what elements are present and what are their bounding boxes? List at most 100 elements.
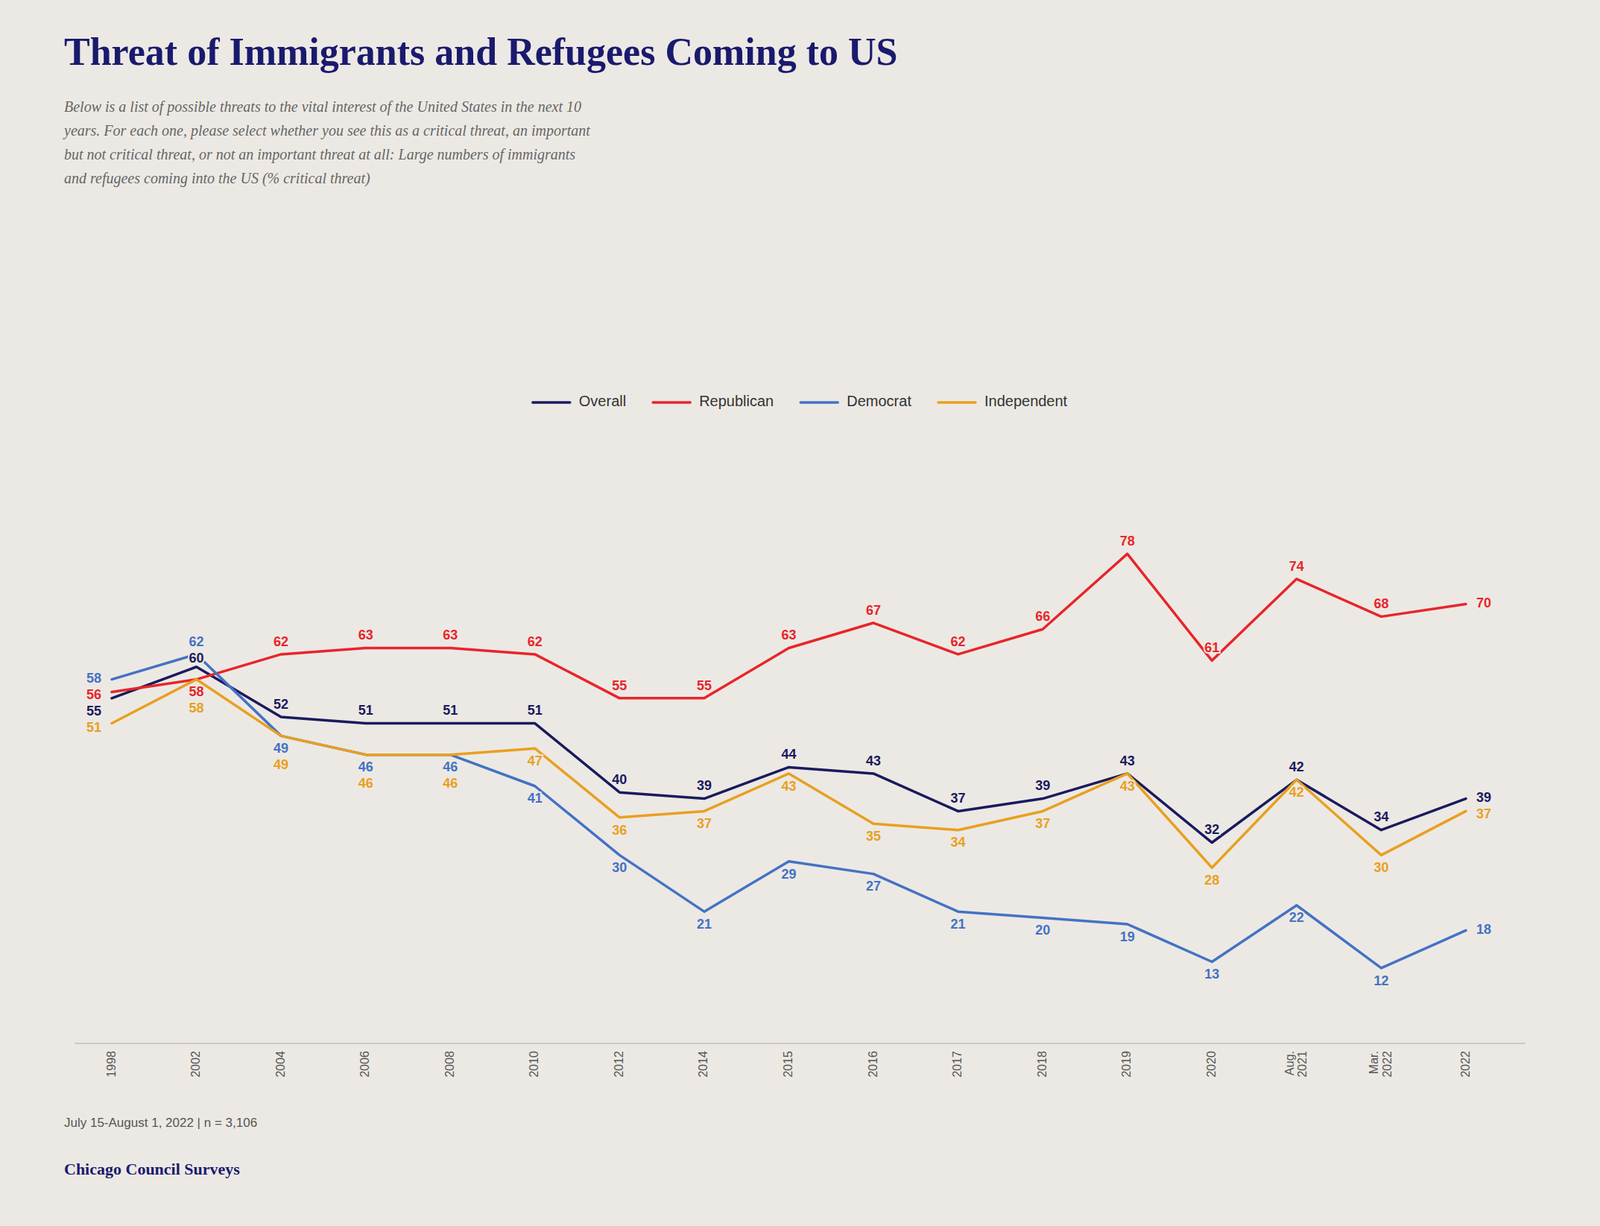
x-tick-label: 1998	[105, 1050, 118, 1078]
data-label: 37	[696, 816, 712, 831]
legend-entry: Republican	[652, 392, 774, 410]
x-tick-label: 2019	[1120, 1050, 1133, 1078]
data-label: 39	[1476, 789, 1492, 805]
x-tick: 2020	[1205, 1050, 1218, 1078]
data-label: 49	[273, 757, 289, 773]
data-label: 49	[273, 740, 289, 756]
x-tick: 2010	[528, 1050, 542, 1078]
data-label: 63	[358, 627, 374, 643]
legend-label: Republican	[699, 392, 774, 410]
legend-label: Overall	[579, 392, 626, 410]
data-label: 55	[611, 678, 627, 694]
x-tick: 2002	[189, 1050, 202, 1078]
data-label: 39	[1035, 778, 1051, 793]
data-label: 46	[358, 775, 374, 791]
data-label: 74	[1289, 558, 1305, 574]
x-tick-label: 2002	[189, 1050, 202, 1078]
data-labels: 5856555162605858625249496351464663514646…	[86, 533, 1492, 989]
x-tick-label: 2018	[1035, 1050, 1049, 1078]
data-label: 63	[442, 627, 458, 643]
data-label: 13	[1204, 966, 1220, 982]
data-label: 12	[1373, 973, 1389, 989]
data-label: 30	[1373, 859, 1389, 875]
data-label: 22	[1289, 909, 1305, 925]
x-tick: Aug.2021	[1283, 1050, 1310, 1078]
title: Threat of Immigrants and Refugees Coming…	[64, 30, 898, 74]
chart: Threat of Immigrants and Refugees Coming…	[0, 0, 1600, 1226]
x-tick: 2014	[697, 1050, 711, 1078]
data-label: 51	[527, 702, 543, 718]
x-tick-label: 2022	[1459, 1050, 1472, 1078]
data-label: 62	[273, 634, 289, 650]
x-tick: Mar.2022	[1367, 1050, 1394, 1078]
data-label: 18	[1476, 921, 1492, 937]
data-label: 36	[611, 822, 627, 838]
x-tick: 2016	[866, 1050, 880, 1078]
data-label: 30	[611, 859, 627, 875]
footnote: July 15-August 1, 2022 | n = 3,106	[64, 1115, 258, 1130]
data-label: 43	[865, 753, 881, 769]
data-label: 52	[273, 696, 289, 712]
data-label: 51	[86, 719, 102, 735]
x-axis: 1998200220042006200820102012201420152016…	[74, 1043, 1526, 1078]
series-line	[111, 553, 1466, 699]
x-tick: 2008	[443, 1050, 457, 1078]
data-label: 78	[1120, 533, 1135, 549]
data-label: 41	[527, 790, 543, 806]
data-label: 46	[442, 775, 458, 791]
data-label: 62	[950, 634, 966, 650]
legend-label: Independent	[984, 392, 1068, 410]
x-tick-label: 2020	[1205, 1050, 1218, 1078]
x-tick-label: 2008	[443, 1050, 457, 1078]
data-label: 51	[442, 702, 458, 718]
data-label: 62	[527, 634, 543, 650]
data-label: 42	[1289, 784, 1305, 800]
data-label: 40	[611, 772, 627, 787]
x-tick: 2019	[1120, 1050, 1133, 1078]
lines	[111, 553, 1466, 969]
data-label: 19	[1120, 929, 1135, 945]
x-tick-label: 2015	[781, 1050, 795, 1078]
data-label: 37	[1476, 806, 1492, 822]
data-label: 43	[1120, 753, 1135, 769]
x-axis-line	[74, 1043, 1526, 1045]
legend-entry: Independent	[938, 392, 1068, 410]
data-label: 29	[780, 866, 796, 882]
x-tick-label: 2004	[274, 1050, 287, 1078]
x-tick: 2017	[950, 1050, 964, 1078]
data-label: 35	[865, 828, 881, 844]
data-label: 34	[1373, 809, 1389, 825]
data-label: 37	[1035, 816, 1051, 831]
data-label: 58	[86, 670, 102, 686]
x-tick-label: 2016	[866, 1050, 880, 1078]
x-tick: 2004	[274, 1050, 287, 1078]
x-tick: 2015	[781, 1050, 795, 1078]
legend-swatch	[532, 400, 571, 404]
data-label: 34	[950, 834, 966, 850]
x-tick-label: 2010	[528, 1050, 542, 1078]
x-tick-label: 2014	[697, 1050, 711, 1078]
data-label: 62	[189, 634, 205, 650]
data-label: 46	[358, 759, 374, 775]
series-line	[111, 679, 1466, 869]
data-label: 42	[1289, 759, 1305, 775]
legend-entry: Democrat	[800, 392, 912, 410]
data-label: 66	[1035, 608, 1051, 624]
data-label: 70	[1476, 595, 1492, 611]
data-label: 43	[780, 778, 796, 794]
source: Chicago Council Surveys	[64, 1159, 240, 1179]
data-label: 55	[86, 703, 102, 719]
legend-entry: Overall	[532, 392, 626, 410]
data-label: 21	[950, 916, 966, 932]
x-tick-label: 2017	[950, 1050, 964, 1078]
data-label: 63	[780, 627, 796, 643]
legend: Overall Republican Democrat Independent	[532, 392, 1068, 410]
data-label: 44	[780, 746, 796, 762]
data-label: 68	[1373, 596, 1389, 612]
data-label: 21	[696, 916, 712, 932]
data-label: 60	[189, 650, 205, 666]
data-label: 55	[696, 678, 712, 694]
data-label: 20	[1035, 922, 1051, 938]
data-label: 47	[527, 753, 543, 769]
x-tick: 1998	[105, 1050, 118, 1078]
